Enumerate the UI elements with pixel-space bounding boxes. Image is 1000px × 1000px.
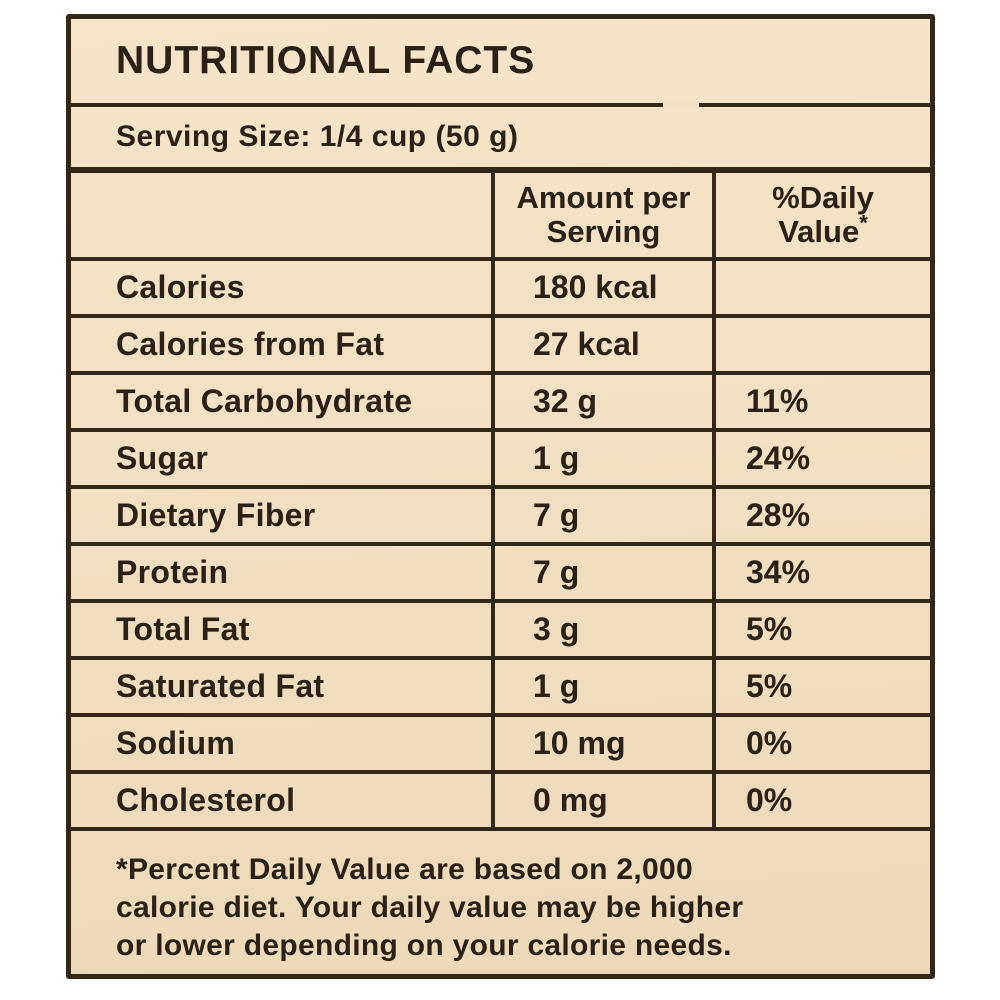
footnote-line-3: or lower depending on your calorie needs… [116,929,732,963]
nutrient-name-cell: Sugar [116,440,209,476]
amount-cell: 180 kcal [491,261,716,314]
nutrient-name-cell: Sodium [116,725,236,761]
daily-value-column-header: %Daily Value* [716,173,930,257]
table-row: Calories from Fat 27 kcal [71,318,930,375]
table-row: Total Carbohydrate 32 g 11% [71,375,930,432]
printed-rule-gap-artifact [663,103,699,107]
nutrition-facts-label: NUTRITIONAL FACTS Serving Size: 1/4 cup … [66,14,935,979]
nutrient-name-cell: Protein [116,554,229,590]
footnote-line-1: *Percent Daily Value are based on 2,000 [116,853,693,886]
nutrient-name-cell: Total Fat [116,611,250,647]
daily-value-cell [716,261,930,314]
daily-value-header-line1: %Daily [772,179,874,215]
daily-value-cell: 0% [746,725,793,761]
label-title: NUTRITIONAL FACTS [116,39,536,82]
footnote-line-2: calorie diet. Your daily value may be hi… [116,891,744,925]
daily-value-header-line2: Value* [778,210,868,249]
table-row: Total Fat 3 g 5% [71,603,930,660]
table-header-row: Amount per Serving %Daily Value* [71,173,930,261]
nutrient-name-cell: Saturated Fat [116,668,325,704]
amount-header-line2: Serving [546,214,661,249]
daily-value-cell: 5% [746,668,793,704]
amount-cell: 0 mg [491,774,716,827]
daily-value-cell: 11% [746,383,809,419]
label-title-section: NUTRITIONAL FACTS [71,19,930,107]
amount-cell: 27 kcal [491,318,716,371]
table-row: Calories 180 kcal [71,261,930,318]
daily-value-cell: 0% [746,782,793,818]
daily-value-cell [716,318,930,371]
table-row: Saturated Fat 1 g 5% [71,660,930,717]
nutrient-name-cell: Dietary Fiber [116,497,316,533]
table-row: Sodium 10 mg 0% [71,717,930,774]
amount-per-serving-column-header: Amount per Serving [491,173,716,257]
table-row: Sugar 1 g 24% [71,432,930,489]
serving-size-section: Serving Size: 1/4 cup (50 g) [71,107,930,173]
table-row: Protein 7 g 34% [71,546,930,603]
daily-value-cell: 28% [746,497,811,533]
table-row: Cholesterol 0 mg 0% [71,774,930,831]
amount-cell: 32 g [491,375,716,428]
nutrient-name-cell: Total Carbohydrate [116,383,413,419]
table-body: Calories 180 kcal Calories from Fat 27 k… [71,261,930,831]
daily-value-footnote-mark: * [859,210,868,236]
table-row: Dietary Fiber 7 g 28% [71,489,930,546]
amount-cell: 3 g [491,603,716,656]
amount-header-line1: Amount per [516,179,691,215]
facts-table: Amount per Serving %Daily Value* Calorie… [71,173,930,831]
nutrient-column-header [71,173,491,257]
serving-size-text: Serving Size: 1/4 cup (50 g) [116,120,519,153]
amount-cell: 1 g [491,432,716,485]
amount-cell: 10 mg [491,717,716,770]
nutrient-name-cell: Cholesterol [116,782,296,818]
daily-value-cell: 34% [746,554,811,590]
nutrient-name-cell: Calories [116,269,245,305]
amount-cell: 7 g [491,546,716,599]
footnote: *Percent Daily Value are based on 2,000 … [71,831,930,974]
amount-cell: 7 g [491,489,716,542]
nutrient-name-cell: Calories from Fat [116,326,385,362]
daily-value-cell: 5% [746,611,793,647]
daily-value-cell: 24% [746,440,811,476]
amount-cell: 1 g [491,660,716,713]
